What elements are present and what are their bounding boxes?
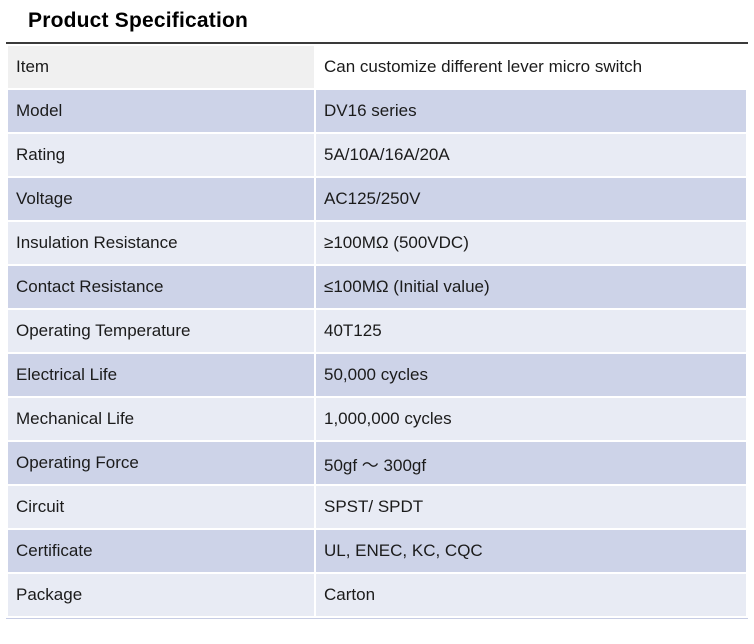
spec-value-cell: Carton: [316, 574, 746, 616]
spec-value-cell: Can customize different lever micro swit…: [316, 46, 746, 88]
table-row: Voltage AC125/250V: [8, 178, 746, 220]
spec-label-cell: Item: [8, 46, 314, 88]
spec-label-cell: Model: [8, 90, 314, 132]
table-row: Operating Force 50gf ～ 300gf: [8, 442, 746, 484]
spec-label-cell: Certificate: [8, 530, 314, 572]
spec-label-cell: Operating Force: [8, 442, 314, 484]
table-row: Item Can customize different lever micro…: [8, 46, 746, 88]
spec-value-cell: ≤100MΩ (Initial value): [316, 266, 746, 308]
table-row: Model DV16 series: [8, 90, 746, 132]
spec-value-cell: 50gf ～ 300gf: [316, 442, 746, 484]
spec-label-cell: Contact Resistance: [8, 266, 314, 308]
spec-value-cell: 5A/10A/16A/20A: [316, 134, 746, 176]
spec-label-cell: Rating: [8, 134, 314, 176]
spec-value-cell: ≥100MΩ (500VDC): [316, 222, 746, 264]
spec-value-cell: 40T125: [316, 310, 746, 352]
spec-label-cell: Package: [8, 574, 314, 616]
spec-table: Item Can customize different lever micro…: [6, 44, 748, 618]
spec-label-cell: Operating Temperature: [8, 310, 314, 352]
table-row: Mechanical Life 1,000,000 cycles: [8, 398, 746, 440]
spec-label-cell: Mechanical Life: [8, 398, 314, 440]
spec-label-cell: Insulation Resistance: [8, 222, 314, 264]
table-row: Rating 5A/10A/16A/20A: [8, 134, 746, 176]
table-row: Certificate UL, ENEC, KC, CQC: [8, 530, 746, 572]
spec-table-container: Item Can customize different lever micro…: [6, 42, 748, 619]
table-row: Package Carton: [8, 574, 746, 616]
spec-value-cell: SPST/ SPDT: [316, 486, 746, 528]
table-row: Operating Temperature 40T125: [8, 310, 746, 352]
table-row: Electrical Life 50,000 cycles: [8, 354, 746, 396]
page-title: Product Specification: [28, 9, 249, 32]
spec-value-cell: DV16 series: [316, 90, 746, 132]
spec-label-cell: Voltage: [8, 178, 314, 220]
spec-value-cell: UL, ENEC, KC, CQC: [316, 530, 746, 572]
table-row: Circuit SPST/ SPDT: [8, 486, 746, 528]
spec-value-cell: 50,000 cycles: [316, 354, 746, 396]
spec-value-cell: 1,000,000 cycles: [316, 398, 746, 440]
table-row: Contact Resistance ≤100MΩ (Initial value…: [8, 266, 746, 308]
spec-label-cell: Electrical Life: [8, 354, 314, 396]
table-row: Insulation Resistance ≥100MΩ (500VDC): [8, 222, 746, 264]
spec-value-cell: AC125/250V: [316, 178, 746, 220]
spec-label-cell: Circuit: [8, 486, 314, 528]
